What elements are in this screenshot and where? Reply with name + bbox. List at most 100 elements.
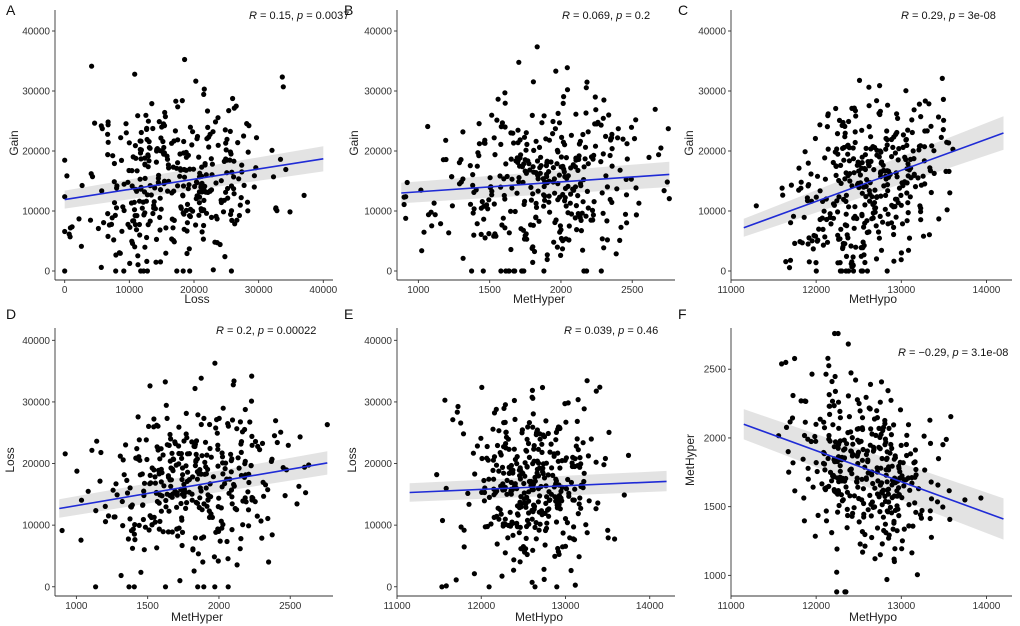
panel-a-point	[105, 152, 111, 158]
panel-b-point	[604, 218, 610, 224]
panel-d-point	[194, 500, 201, 506]
panel-c-point	[885, 211, 891, 217]
panel-f-regression-line	[743, 423, 1004, 520]
panel-f-point	[813, 421, 819, 427]
panel-b-point	[485, 206, 491, 212]
panel-d-point	[238, 536, 244, 542]
panel-c-point	[862, 259, 868, 266]
panel-c-point	[812, 135, 819, 142]
panel-f-point	[871, 447, 877, 453]
panel-e-point	[510, 567, 517, 573]
panel-c-point	[805, 241, 811, 247]
panel-c-x-tick-label: 11000	[717, 285, 745, 296]
panel-b-point	[576, 141, 583, 147]
panel-b-point	[631, 136, 638, 142]
panel-a-point	[172, 128, 178, 134]
panel-f-point	[848, 429, 854, 435]
panel-d-point	[273, 418, 279, 424]
panel-e-point	[544, 494, 550, 500]
panel-d-point	[201, 534, 207, 540]
panel-c-point	[915, 175, 921, 181]
panel-b-point	[603, 133, 609, 139]
panel-c-x-axis: 11000 12000 13000 14000	[717, 279, 1012, 296]
panel-d-point	[220, 405, 226, 411]
panel-c-point	[837, 260, 843, 266]
panel-f-point	[844, 525, 850, 531]
panel-d-point	[164, 415, 170, 421]
panel-d-point	[198, 375, 204, 381]
panel-f-point	[840, 497, 846, 503]
panel-a-point	[171, 138, 177, 144]
panel-a-point	[98, 264, 104, 270]
panel-f-point	[878, 379, 885, 385]
panel-a-point	[201, 86, 207, 92]
panel-b-y-tick-label: 20000	[364, 147, 392, 158]
panel-f-point	[946, 488, 952, 494]
panel-a-x-tick-label: 30000	[245, 285, 273, 296]
panel-d-point	[231, 481, 237, 488]
panel-e-x-axis: 11000 12000 13000 14000	[383, 595, 675, 612]
panel-b-point	[617, 167, 623, 173]
panel-f-points	[776, 330, 984, 595]
panel-b-point	[564, 65, 570, 71]
panel-f-point	[859, 415, 866, 421]
panel-d-point	[170, 491, 176, 497]
panel-f-point	[899, 495, 905, 501]
panel-a-fit-band	[64, 146, 324, 209]
panel-e-point	[554, 584, 560, 590]
panel-c-point	[836, 236, 842, 242]
panel-a-point	[202, 183, 208, 189]
panel-a-point	[130, 154, 136, 160]
panel-e-point	[601, 462, 607, 468]
panel-f-point	[830, 422, 836, 428]
panel-b-point	[508, 208, 514, 214]
panel-b-point	[636, 200, 642, 206]
panel-d-point	[146, 423, 152, 429]
panel-d-point	[220, 460, 226, 466]
panel-d-point	[249, 373, 255, 379]
panel-a-point	[106, 222, 112, 228]
panel-e-point	[533, 432, 539, 438]
panel-d-point	[85, 488, 91, 494]
panel-e-point	[497, 450, 503, 456]
panel-e-point	[461, 527, 467, 533]
panel-b-point	[584, 268, 590, 274]
panel-d-y-tick-label: 0	[44, 582, 50, 593]
panel-e-point	[541, 576, 547, 583]
panel-c-point	[882, 206, 888, 212]
panel-b-point	[546, 199, 552, 205]
panel-b-point	[658, 145, 664, 151]
panel-a-point	[62, 228, 68, 235]
panel-f-correlation-label: R = −0.29, p = 3.1e-08	[898, 347, 1008, 359]
panel-a-x-axis: 0 10000 20000 30000 40000	[55, 279, 338, 296]
panel-a-point	[152, 206, 158, 212]
panel-e-point	[606, 429, 612, 435]
panel-f-point	[885, 509, 891, 515]
panel-e-point	[530, 547, 536, 553]
panel-c-point	[904, 190, 910, 196]
panel-f-point	[904, 452, 910, 459]
panel-b-point	[558, 227, 564, 233]
panel-f-point	[907, 487, 913, 493]
panel-b-point	[538, 163, 544, 169]
panel-a-r-symbol: R	[249, 10, 257, 22]
panel-d-point	[259, 440, 266, 446]
panel-b-point	[580, 247, 586, 253]
panel-b-point	[577, 181, 584, 187]
panel-c-point	[851, 170, 857, 176]
panel-c-point	[918, 209, 924, 215]
panel-b-point	[554, 244, 561, 250]
panel-e-point	[552, 553, 558, 559]
panel-f-point	[854, 426, 860, 432]
panel-b-point	[425, 123, 431, 130]
panel-a-point	[144, 258, 150, 264]
panel-d-point	[125, 536, 131, 542]
panel-b-point	[510, 140, 517, 146]
panel-c-point	[902, 154, 908, 160]
panel-f-point	[868, 426, 874, 432]
panel-f-point	[865, 457, 871, 463]
panel-c-point	[939, 75, 945, 81]
panel-b-point	[617, 237, 623, 243]
panel-d-point	[239, 429, 246, 435]
panel-c-point	[920, 173, 926, 179]
